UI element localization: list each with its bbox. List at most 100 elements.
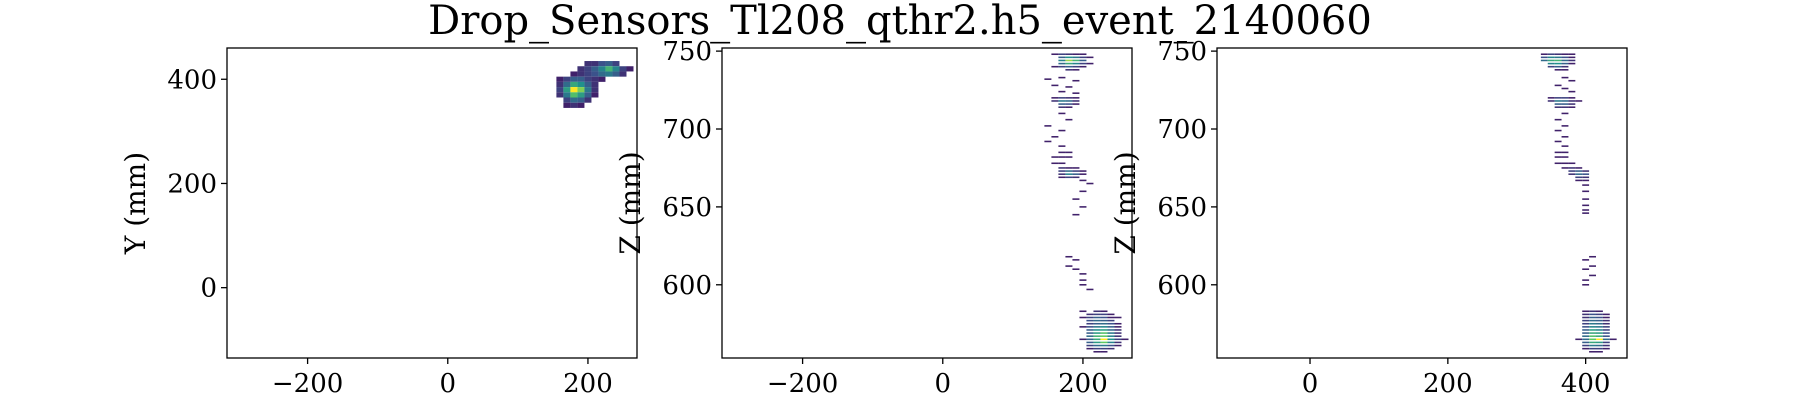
- xy-heatmap-cell: [584, 87, 592, 93]
- xz-heatmap-cell: [1065, 103, 1073, 105]
- xz-heatmap-cell: [1114, 344, 1122, 347]
- yz-heatmap-cell: [1554, 97, 1562, 99]
- xy-heatmap-cell: [570, 102, 578, 108]
- xy-heatmap-cell: [570, 71, 578, 77]
- xz-heatmap-cell: [1107, 344, 1115, 347]
- xz-heatmap-cell: [1079, 206, 1087, 208]
- yz-heatmap-cell: [1547, 97, 1555, 99]
- xz-heatmap-cell: [1051, 136, 1059, 138]
- yz-heatmap-cell: [1561, 112, 1569, 115]
- yz-heatmap-cell: [1595, 335, 1603, 337]
- xz-heatmap-cell: [1114, 322, 1122, 325]
- xz-heatmap-cell: [1107, 313, 1115, 316]
- yz-heatmap-cell: [1582, 190, 1590, 193]
- xz-heatmap-cell: [1065, 167, 1073, 169]
- xy-heatmap-cell: [577, 102, 585, 108]
- xy-heatmap-cell: [598, 76, 606, 82]
- xz-heatmap-cell: [1086, 344, 1094, 347]
- yz-heatmap-cell: [1589, 332, 1596, 334]
- xy-heatmap-cell: [591, 87, 599, 93]
- yz-x-tick-label: 200: [1423, 369, 1473, 399]
- yz-heatmap-cell: [1582, 212, 1590, 214]
- xz-heatmap-cell: [1100, 310, 1108, 313]
- xz-heatmap-cell: [1065, 170, 1073, 172]
- xz-heatmap-cell: [1072, 62, 1080, 65]
- xz-heatmap-cell: [1072, 167, 1080, 169]
- yz-heatmap-cell: [1568, 106, 1576, 108]
- yz-heatmap-cell: [1582, 279, 1590, 281]
- yz-heatmap-cell: [1595, 310, 1603, 313]
- xz-heatmap-cell: [1086, 319, 1094, 322]
- yz-heatmap-cell: [1568, 170, 1576, 172]
- yz-heatmap-cell: [1554, 151, 1562, 154]
- xz-heatmap-cell: [1107, 319, 1115, 322]
- xz-heatmap-cell: [1086, 338, 1094, 341]
- yz-heatmap-cell: [1575, 100, 1583, 102]
- yz-heatmap-cell: [1582, 310, 1590, 313]
- xz-heatmap-cell: [1086, 313, 1094, 316]
- xy-heatmap-cell: [556, 87, 564, 93]
- xz-heatmap-cell: [1079, 284, 1087, 286]
- xz-heatmap-cell: [1107, 322, 1115, 325]
- xz-heatmap-cell: [1051, 97, 1059, 99]
- xz-heatmap-cell: [1093, 329, 1101, 331]
- xz-heatmap-cell: [1093, 310, 1101, 313]
- yz-heatmap-cell: [1554, 106, 1562, 108]
- xz-heatmap-cell: [1079, 179, 1087, 182]
- yz-heatmap-cell: [1554, 65, 1562, 68]
- yz-heatmap-cell: [1568, 79, 1576, 82]
- xz-heatmap-cell: [1058, 97, 1066, 99]
- xy-heatmap-cell: [563, 97, 571, 103]
- xy-heatmap-cell: [584, 97, 592, 103]
- xz-heatmap-cell: [1121, 338, 1129, 341]
- yz-heatmap-cell: [1582, 338, 1590, 341]
- xy-x-tick-label: −200: [272, 369, 343, 399]
- xy-heatmap-cell: [584, 92, 592, 98]
- xy-heatmap-cell: [570, 97, 578, 103]
- xy-heatmap-cell: [605, 71, 613, 77]
- xy-x-tick-label: 0: [439, 369, 456, 399]
- yz-heatmap-cell: [1595, 341, 1603, 344]
- yz-heatmap-cell: [1589, 341, 1596, 344]
- yz-heatmap-cell: [1575, 176, 1583, 179]
- xz-heatmap-cell: [1086, 326, 1094, 328]
- yz-heatmap-cell: [1595, 316, 1603, 319]
- yz-heatmap-cell: [1561, 167, 1569, 169]
- xz-heatmap-cell: [1072, 53, 1080, 56]
- xy-heatmap-cell: [577, 92, 585, 98]
- xz-heatmap-cell: [1065, 118, 1073, 121]
- xz-heatmap-cell: [1093, 350, 1101, 353]
- yz-heatmap-cell: [1595, 313, 1603, 316]
- yz-heatmap-cell: [1582, 344, 1590, 347]
- xy-heatmap-cell: [570, 92, 578, 98]
- yz-heatmap-cell: [1554, 140, 1562, 143]
- yz-heatmap-cell: [1602, 329, 1610, 331]
- xz-heatmap-cell: [1093, 319, 1101, 322]
- yz-heatmap-cell: [1561, 162, 1569, 165]
- xz-heatmap-cell: [1058, 53, 1066, 56]
- xy-heatmap-cell: [563, 76, 571, 82]
- xz-heatmap-cell: [1114, 329, 1122, 331]
- yz-heatmap-cell: [1582, 329, 1590, 331]
- xz-heatmap-cell: [1100, 338, 1108, 341]
- xy-heatmap-cell: [591, 76, 599, 82]
- xz-heatmap-cell: [1079, 65, 1087, 68]
- xz-heatmap-cell: [1058, 65, 1066, 68]
- yz-heatmap-cell: [1602, 326, 1610, 328]
- xz-heatmap-cell: [1086, 341, 1094, 344]
- yz-heatmap-cell: [1554, 103, 1562, 105]
- yz-heatmap-cell: [1561, 103, 1569, 105]
- xz-heatmap-cell: [1079, 170, 1087, 172]
- xz-heatmap-cell: [1051, 162, 1059, 165]
- xy-heatmap-cell: [584, 81, 592, 88]
- xz-heatmap-cell: [1072, 92, 1080, 94]
- xz-heatmap-cell: [1065, 69, 1073, 71]
- yz-heatmap-cell: [1568, 97, 1576, 99]
- xz-heatmap-cell: [1058, 106, 1066, 108]
- xy-heatmap-cell: [584, 71, 592, 77]
- yz-heatmap-cell: [1582, 173, 1590, 175]
- yz-heatmap-cell: [1589, 335, 1596, 337]
- yz-heatmap-cell: [1589, 329, 1596, 331]
- xz-heatmap-cell: [1058, 76, 1066, 79]
